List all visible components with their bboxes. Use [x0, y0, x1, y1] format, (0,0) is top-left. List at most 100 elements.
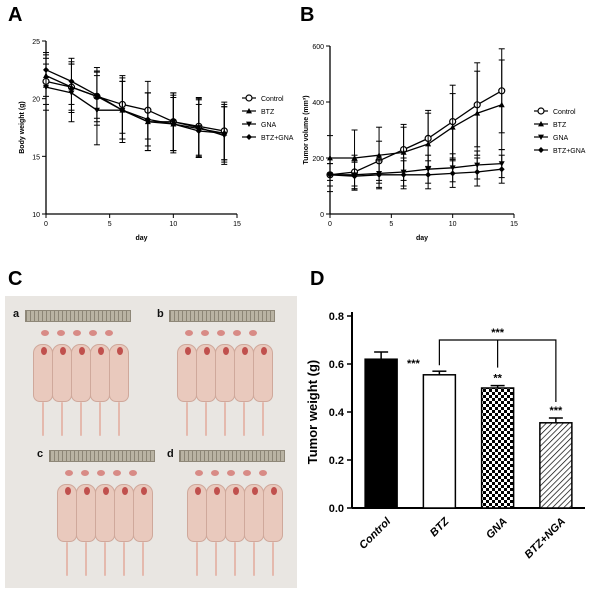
significance-label: ***	[549, 405, 563, 417]
legend-label: BTZ	[553, 122, 567, 129]
mouse-tail	[61, 402, 63, 436]
x-tick-label: 10	[169, 221, 177, 228]
y-tick-label: 0.6	[329, 359, 344, 371]
mouse	[33, 344, 53, 402]
ruler-ticks	[50, 451, 154, 461]
data-point	[449, 170, 456, 177]
data-point	[327, 171, 333, 178]
mouse-tail	[243, 402, 245, 436]
y-tick-label: 25	[32, 39, 40, 46]
series-btz-gna	[327, 154, 505, 191]
ruler	[179, 450, 285, 462]
bar-btz-nga	[539, 422, 573, 509]
data-point	[221, 130, 228, 137]
tumor	[227, 470, 235, 476]
x-tick-label: 5	[108, 221, 112, 228]
tumor-volume-chart: 0 200 400 600 0 5 10 15 day Tumor volume (mm³) Con…	[303, 44, 586, 242]
mouse	[177, 344, 197, 402]
mouse	[95, 484, 115, 542]
ruler-ticks	[26, 311, 130, 321]
y-axis-label: Body weight (g)	[19, 101, 26, 154]
x-tick-label: Control	[357, 515, 394, 552]
y-tick-label: 0.8	[329, 311, 344, 323]
tumor	[129, 470, 137, 476]
data-point	[449, 124, 456, 130]
data-point	[376, 152, 383, 158]
tumor	[201, 330, 209, 336]
data-point	[327, 155, 333, 161]
ruler	[25, 310, 131, 322]
y-tick-label: 200	[312, 156, 324, 163]
data-point	[351, 173, 358, 180]
tumor	[105, 330, 113, 336]
x-axis-label: day	[135, 235, 147, 242]
tumor	[195, 470, 203, 476]
data-point	[119, 107, 126, 114]
y-tick-label: 10	[32, 212, 40, 219]
legend-marker	[538, 121, 544, 127]
mice-tumor-photo: a b c d	[5, 296, 297, 588]
tumor	[41, 330, 49, 336]
mouse	[109, 344, 129, 402]
mouse	[57, 484, 77, 542]
body-weight-chart: 10 15 20 25 0 5 10 15 day Body weight (g) Control B…	[19, 39, 294, 242]
mouse	[71, 344, 91, 402]
data-point	[376, 171, 383, 178]
photo-sublabel: b	[157, 308, 164, 320]
series-line	[45, 69, 225, 134]
mouse-tail	[234, 542, 236, 576]
legend-marker	[538, 134, 544, 140]
mouse-tail	[215, 542, 217, 576]
series-btz	[43, 54, 228, 163]
mouse	[187, 484, 207, 542]
tumor	[65, 470, 73, 476]
series-control	[42, 57, 228, 161]
data-point	[351, 155, 358, 161]
y-tick-label: 0.4	[329, 407, 345, 419]
mouse	[76, 484, 96, 542]
tumor	[243, 470, 251, 476]
photo-sublabel: d	[167, 448, 174, 460]
ruler-ticks	[180, 451, 284, 461]
series-line	[330, 104, 502, 159]
mouse	[215, 344, 235, 402]
series-line	[330, 162, 502, 176]
y-tick-label: 15	[32, 154, 40, 161]
mouse	[244, 484, 264, 542]
tumor	[97, 470, 105, 476]
data-point	[474, 169, 481, 175]
legend-label: Control	[553, 109, 576, 116]
mouse-tail	[118, 402, 120, 436]
tumor	[233, 330, 241, 336]
y-tick-label: 0.2	[329, 455, 344, 467]
legend-label: BTZ+GNA	[261, 135, 294, 142]
legend-marker	[246, 134, 252, 140]
data-point	[170, 121, 177, 128]
bar-gna	[480, 387, 515, 509]
legend-marker	[246, 121, 252, 127]
y-tick-label: 0.0	[329, 503, 344, 515]
data-point	[68, 78, 75, 85]
tumor	[81, 470, 89, 476]
series-btz	[327, 59, 505, 187]
y-axis-label: Tumor weight (g)	[305, 360, 320, 464]
mouse-tail	[42, 402, 44, 436]
x-tick-label: BTZ	[428, 515, 453, 540]
mouse-tail	[253, 542, 255, 576]
panel-label-b: B	[300, 4, 315, 26]
data-point	[498, 101, 505, 108]
mouse	[133, 484, 153, 542]
photo-sublabel: a	[13, 308, 20, 320]
mouse-tail	[205, 402, 207, 436]
panel-label-a: A	[8, 4, 23, 26]
bracket-label: ***	[491, 327, 505, 339]
data-point	[425, 171, 432, 178]
legend-marker	[538, 147, 544, 153]
data-point	[400, 149, 407, 155]
y-tick-label: 400	[312, 100, 324, 107]
mouse-tail	[85, 542, 87, 576]
mouse-tail	[224, 402, 226, 436]
x-tick-label: GNA	[484, 516, 510, 542]
data-point	[498, 166, 505, 173]
data-point	[43, 66, 49, 73]
